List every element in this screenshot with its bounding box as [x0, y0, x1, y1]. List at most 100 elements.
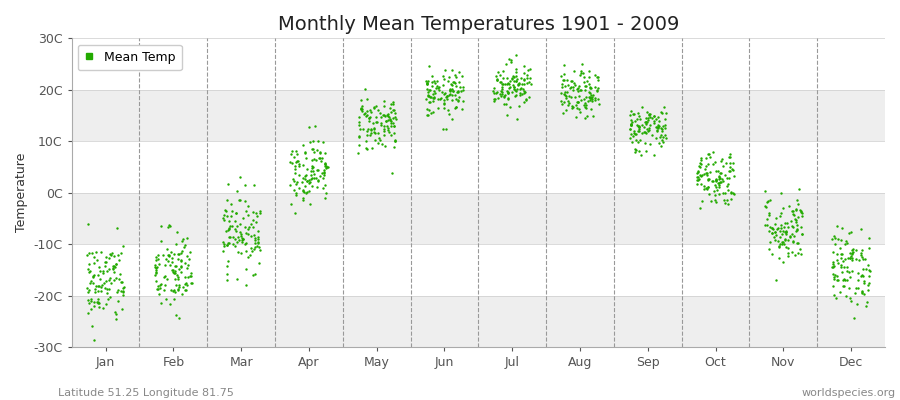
- Point: [500, 88, 514, 94]
- Point: [692, 176, 706, 182]
- Point: [247, 217, 261, 223]
- Point: [772, 234, 787, 241]
- Point: [557, 77, 572, 83]
- Point: [316, 175, 330, 182]
- Point: [643, 122, 657, 128]
- Point: [768, 221, 782, 228]
- Point: [579, 82, 593, 89]
- Point: [566, 84, 580, 90]
- Point: [857, 291, 871, 297]
- Point: [159, 276, 174, 282]
- Point: [388, 138, 402, 144]
- Point: [707, 182, 722, 188]
- Point: [373, 137, 387, 143]
- Point: [87, 299, 102, 306]
- Point: [288, 163, 302, 170]
- Point: [785, 223, 799, 229]
- Point: [174, 262, 188, 269]
- Point: [494, 79, 508, 86]
- Point: [235, 235, 249, 242]
- Point: [558, 92, 572, 98]
- Point: [490, 76, 504, 83]
- Point: [639, 130, 653, 136]
- Point: [701, 176, 716, 182]
- Point: [221, 240, 236, 246]
- Point: [217, 211, 231, 218]
- Point: [499, 101, 513, 107]
- Point: [318, 182, 332, 188]
- Point: [362, 115, 376, 122]
- Point: [234, 233, 248, 239]
- Point: [695, 172, 709, 178]
- Point: [566, 86, 580, 93]
- Point: [496, 68, 510, 74]
- Point: [496, 74, 510, 81]
- Point: [360, 132, 374, 139]
- Point: [499, 61, 513, 67]
- Point: [247, 246, 261, 252]
- Point: [311, 138, 326, 144]
- Point: [840, 264, 854, 270]
- Point: [691, 177, 706, 184]
- Point: [103, 294, 117, 300]
- Point: [831, 260, 845, 266]
- Point: [184, 272, 199, 279]
- Point: [318, 160, 332, 166]
- Point: [318, 194, 332, 201]
- Point: [500, 95, 515, 102]
- Point: [288, 159, 302, 165]
- Point: [627, 117, 642, 124]
- Point: [320, 164, 335, 170]
- Point: [354, 106, 368, 112]
- Point: [151, 252, 166, 258]
- Point: [776, 205, 790, 212]
- Point: [423, 87, 437, 94]
- Point: [624, 108, 638, 115]
- Point: [651, 114, 665, 120]
- Point: [699, 155, 714, 162]
- Point: [235, 239, 249, 246]
- Point: [723, 168, 737, 174]
- Point: [790, 222, 805, 228]
- Point: [235, 237, 249, 243]
- Point: [386, 98, 400, 105]
- Point: [167, 276, 182, 282]
- Point: [82, 286, 96, 293]
- Point: [148, 265, 163, 272]
- Point: [150, 256, 165, 262]
- Point: [787, 211, 801, 217]
- Point: [839, 292, 853, 299]
- Point: [363, 114, 377, 120]
- Point: [451, 88, 465, 94]
- Point: [419, 81, 434, 87]
- Point: [700, 170, 715, 176]
- Point: [97, 259, 112, 266]
- Point: [357, 86, 372, 92]
- Point: [221, 218, 236, 224]
- Point: [644, 132, 659, 138]
- Point: [623, 135, 637, 141]
- Point: [507, 74, 521, 80]
- Point: [110, 288, 124, 295]
- Point: [426, 91, 440, 98]
- Point: [148, 267, 163, 274]
- Point: [368, 136, 382, 143]
- Point: [708, 197, 723, 203]
- Point: [292, 163, 306, 170]
- Point: [698, 166, 712, 172]
- Point: [292, 184, 307, 191]
- Point: [780, 224, 795, 230]
- Point: [690, 170, 705, 176]
- Point: [632, 113, 646, 119]
- Point: [421, 87, 436, 94]
- Point: [166, 269, 180, 275]
- Point: [790, 240, 805, 246]
- Point: [836, 258, 850, 264]
- Point: [626, 130, 641, 137]
- Point: [161, 251, 176, 258]
- Point: [317, 169, 331, 176]
- Point: [625, 138, 639, 145]
- Point: [99, 253, 113, 260]
- Point: [504, 74, 518, 81]
- Point: [694, 180, 708, 187]
